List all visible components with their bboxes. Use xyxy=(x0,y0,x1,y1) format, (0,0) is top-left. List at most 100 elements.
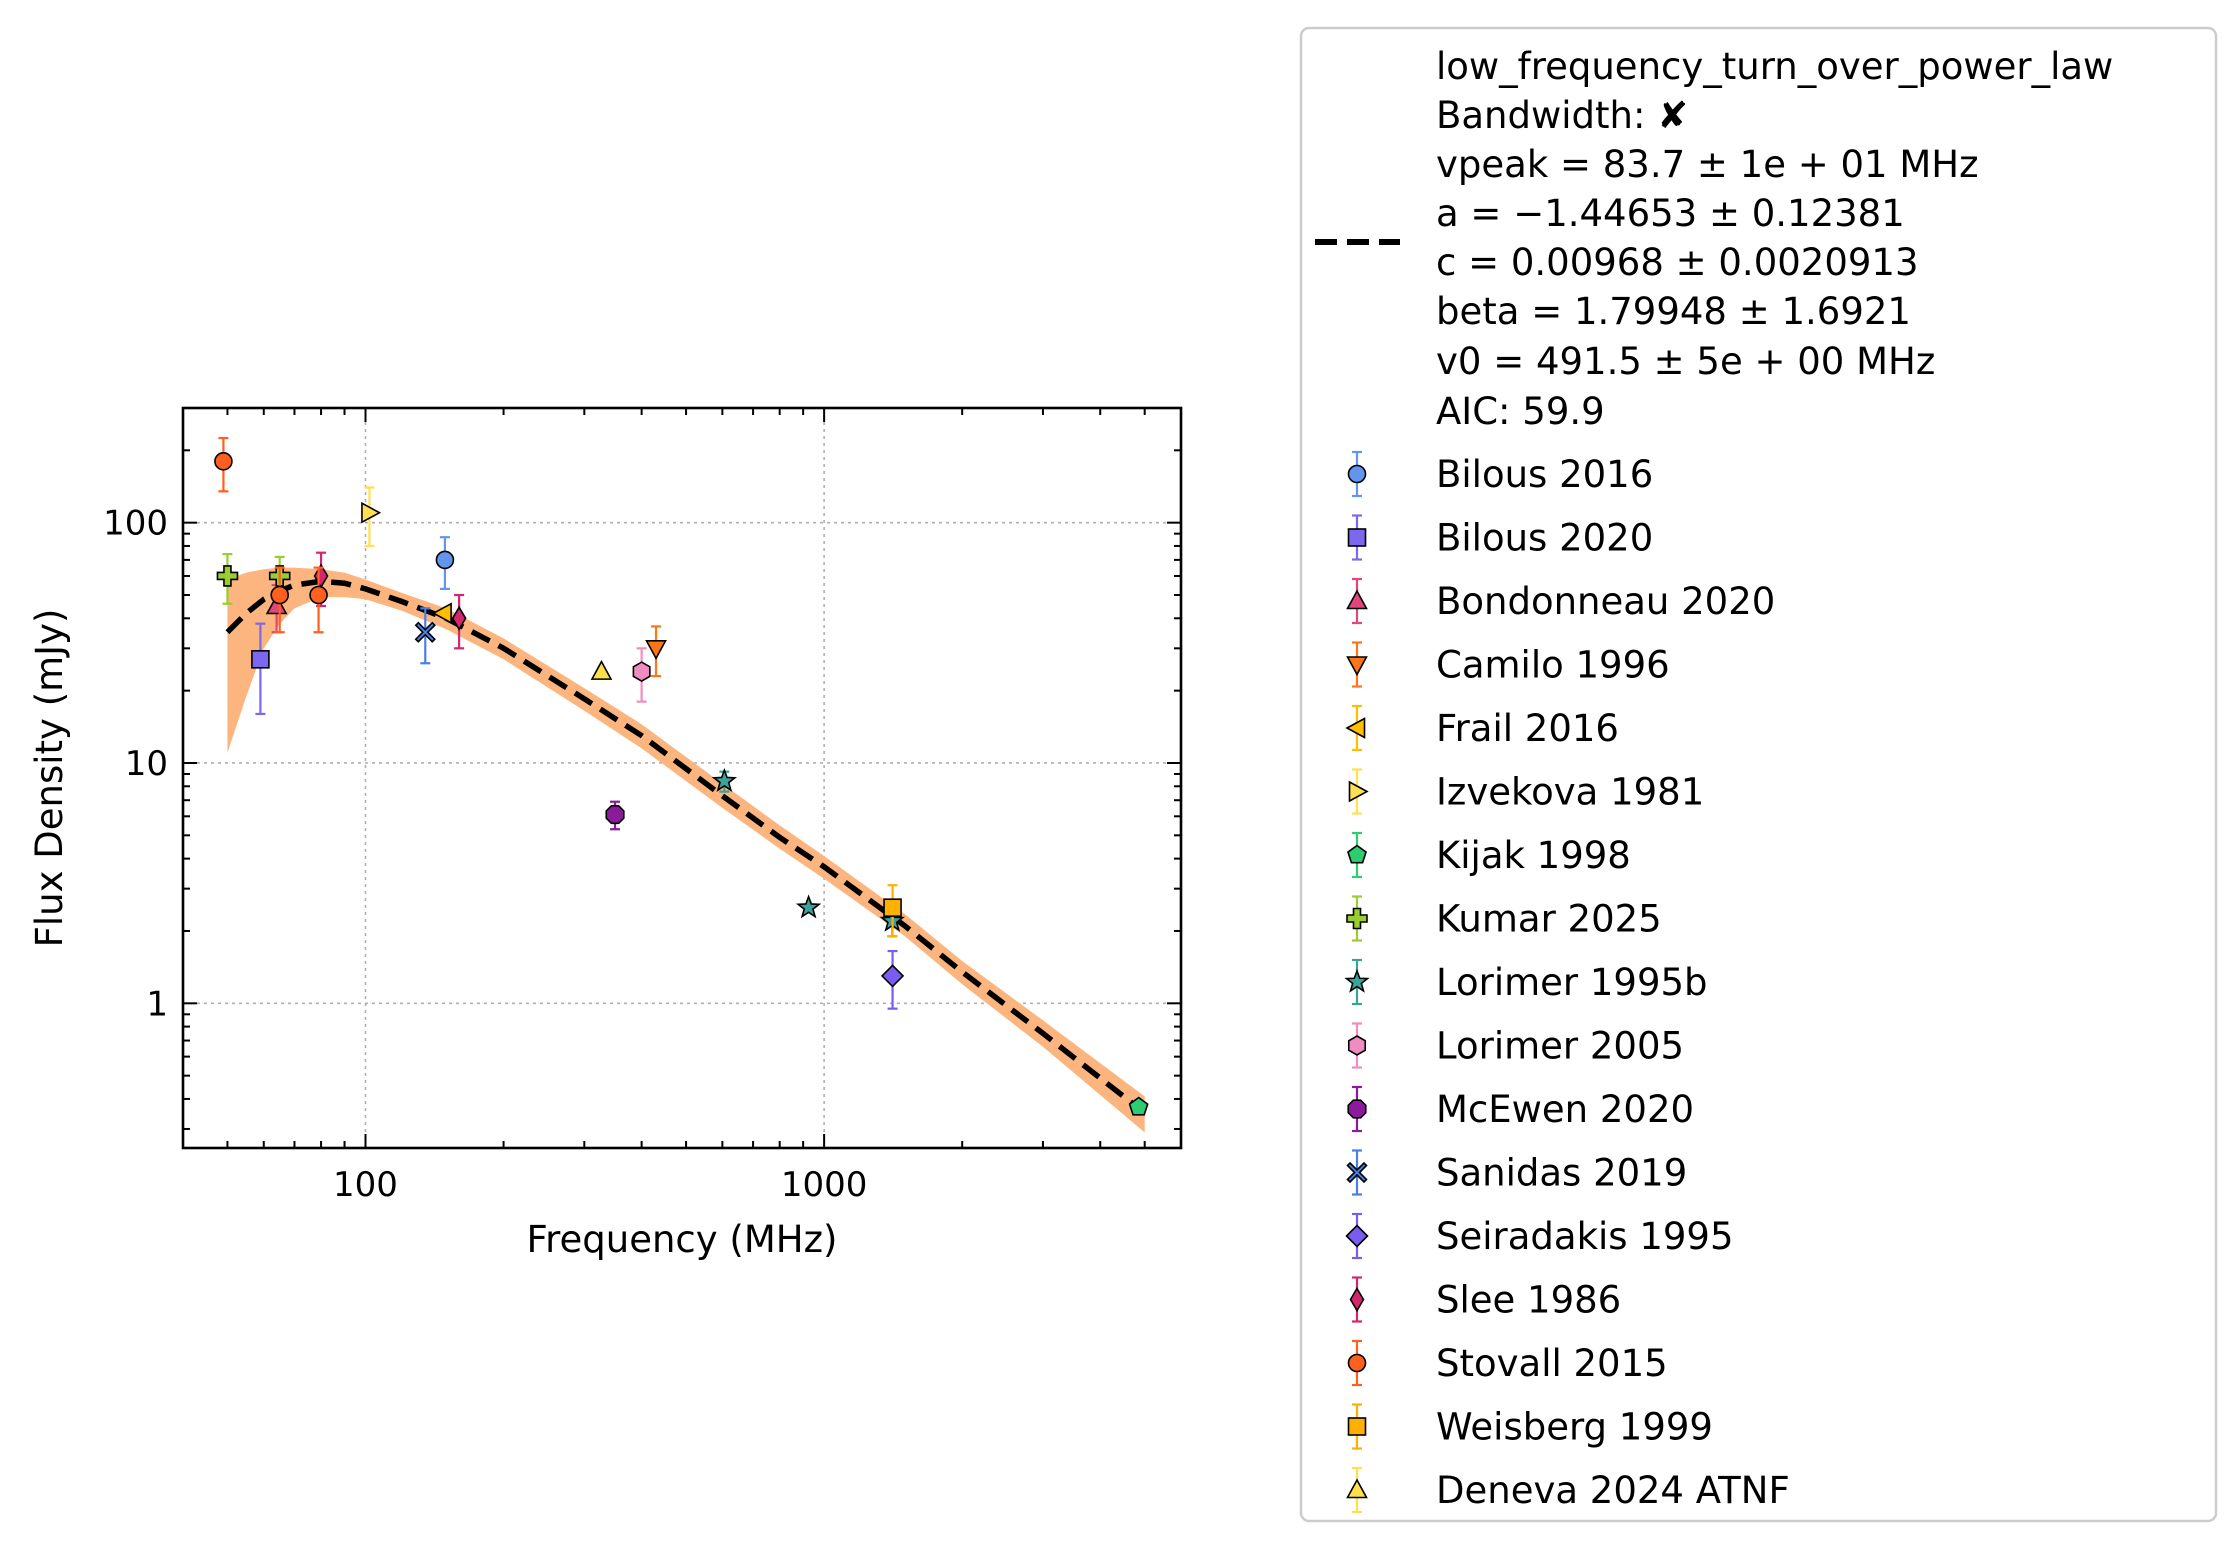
legend-frame xyxy=(1299,26,2218,1523)
legend-label: Lorimer 2005 xyxy=(1436,1025,1684,1068)
legend-entry: Stovall 2015 xyxy=(1347,1339,1668,1387)
legend-label: Stovall 2015 xyxy=(1436,1342,1668,1385)
legend-entry: Bilous 2020 xyxy=(1347,514,1653,561)
series-lorimer-2005 xyxy=(632,647,651,703)
legend-label: Lorimer 1995b xyxy=(1436,961,1708,1004)
legend-label: Izvekova 1981 xyxy=(1436,771,1704,814)
legend-fit-line: vpeak = 83.7 ± 1e + 01 MHz xyxy=(1436,143,1979,186)
data-point xyxy=(435,550,455,570)
legend-entry: Kijak 1998 xyxy=(1347,831,1631,879)
series-izvekova-1981 xyxy=(361,486,382,548)
data-point xyxy=(795,894,822,919)
legend-marker xyxy=(1347,1353,1367,1373)
x-tick-label-100: 100 xyxy=(333,1165,398,1205)
legend-marker xyxy=(1348,780,1369,803)
data-point xyxy=(361,501,382,524)
data-point xyxy=(632,661,651,683)
data-point xyxy=(880,964,905,988)
legend-entry: Lorimer 1995b xyxy=(1344,958,1708,1006)
legend-marker xyxy=(1346,1161,1368,1184)
legend-marker xyxy=(1347,1035,1367,1056)
legend-fit-line: AIC: 59.9 xyxy=(1436,390,1605,433)
legend-entry: Weisberg 1999 xyxy=(1347,1403,1713,1450)
legend-marker xyxy=(1345,717,1366,739)
legend-fit-line: a = −1.44653 ± 0.12381 xyxy=(1436,192,1905,235)
series-sanidas-2019 xyxy=(414,607,436,665)
data-series xyxy=(214,436,1149,1116)
data-point xyxy=(590,659,613,680)
x-axis-title: Frequency (MHz) xyxy=(527,1218,838,1261)
series-camilo-1996 xyxy=(645,625,667,678)
legend-label: McEwen 2020 xyxy=(1436,1088,1694,1131)
legend-label: Deneva 2024 ATNF xyxy=(1436,1469,1790,1512)
series-frail-2016 xyxy=(431,602,452,625)
legend-entry: Bondonneau 2020 xyxy=(1346,577,1775,625)
legend-marker xyxy=(1349,1286,1365,1313)
legend-entries: Bilous 2016 Bilous 2020 Bondonneau 2020 Cam… xyxy=(1344,450,1790,1514)
plot-area xyxy=(214,436,1149,1133)
legend-marker xyxy=(1346,907,1368,930)
legend-fit-line: Bandwidth: ✘ xyxy=(1436,94,1688,137)
series-bilous-2016 xyxy=(435,536,455,591)
y-tick-labels: 1 10 100 xyxy=(103,504,168,1025)
legend-marker xyxy=(1346,589,1368,610)
legend-label: Slee 1986 xyxy=(1436,1279,1621,1322)
axis-ticks xyxy=(182,407,1182,1148)
x-tick-labels: 100 1000 xyxy=(333,1165,867,1205)
legend-fit-line: c = 0.00968 ± 0.0020913 xyxy=(1436,241,1918,284)
legend-label: Bilous 2020 xyxy=(1436,517,1653,560)
legend-fit-line: beta = 1.79948 ± 1.6921 xyxy=(1436,290,1911,333)
series-weisberg-1999 xyxy=(883,884,902,938)
legend-label: Bilous 2016 xyxy=(1436,453,1653,496)
data-point xyxy=(270,585,290,605)
legend-fit-line: v0 = 491.5 ± 5e + 00 MHz xyxy=(1436,340,1935,383)
data-point xyxy=(214,452,233,471)
legend-marker xyxy=(1347,528,1367,547)
data-point xyxy=(216,565,239,587)
error-bar xyxy=(255,622,266,716)
data-point xyxy=(1128,1096,1149,1116)
data-point xyxy=(645,640,667,661)
legend-label: Kumar 2025 xyxy=(1436,898,1662,941)
data-point xyxy=(711,767,738,792)
legend-entry: Lorimer 2005 xyxy=(1347,1022,1684,1069)
legend-entry: Kumar 2025 xyxy=(1346,895,1662,942)
data-point xyxy=(883,898,902,917)
legend-entry: Seiradakis 1995 xyxy=(1345,1212,1733,1260)
legend-label: Seiradakis 1995 xyxy=(1436,1215,1733,1258)
legend-label: Camilo 1996 xyxy=(1436,644,1670,687)
series-deneva-2024-atnf xyxy=(590,659,613,680)
x-tick-label-1000: 1000 xyxy=(781,1165,868,1205)
legend-marker xyxy=(1347,1417,1367,1436)
legend-marker xyxy=(1347,844,1367,864)
legend-entry: Camilo 1996 xyxy=(1346,641,1670,688)
legend-marker xyxy=(1347,464,1367,484)
data-point xyxy=(451,605,467,631)
legend-entry: Slee 1986 xyxy=(1349,1276,1621,1323)
legend-label: Bondonneau 2020 xyxy=(1436,580,1775,623)
plot-frame xyxy=(181,406,1183,1150)
y-tick-label-100: 100 xyxy=(103,504,168,544)
legend-label: Sanidas 2019 xyxy=(1436,1152,1687,1195)
data-point xyxy=(605,804,625,825)
legend-entry: Deneva 2024 ATNF xyxy=(1346,1466,1790,1514)
legend-marker xyxy=(1346,656,1368,677)
series-kijak-1998 xyxy=(1128,1096,1149,1116)
data-point xyxy=(414,621,436,643)
legend-label: Weisberg 1999 xyxy=(1436,1406,1713,1449)
legend-entry: McEwen 2020 xyxy=(1347,1085,1694,1133)
y-tick-label-10: 10 xyxy=(125,744,168,784)
legend-fit-label: low_frequency_turn_over_power_law Bandwi… xyxy=(1436,45,2113,433)
legend-label: Kijak 1998 xyxy=(1436,834,1631,877)
legend-marker xyxy=(1344,968,1370,993)
data-point xyxy=(251,650,270,669)
series-stovall-2015 xyxy=(214,436,328,634)
series-bilous-2020 xyxy=(251,622,270,716)
series-seiradakis-1995 xyxy=(880,949,905,1010)
y-axis-title: Flux Density (mJy) xyxy=(28,609,71,948)
legend-marker xyxy=(1347,1099,1367,1119)
legend: low_frequency_turn_over_power_law Bandwi… xyxy=(1299,26,2218,1523)
legend-entry: Izvekova 1981 xyxy=(1348,768,1704,815)
data-point xyxy=(309,585,328,605)
legend-entry: Frail 2016 xyxy=(1345,704,1619,752)
